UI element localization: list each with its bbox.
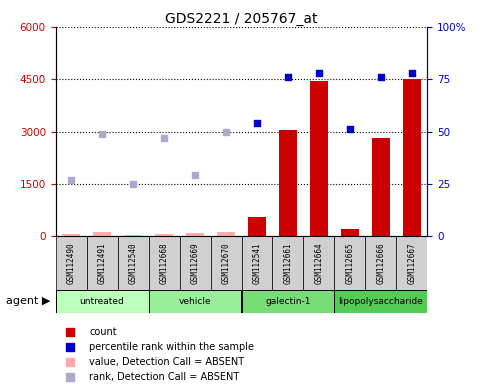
Text: count: count — [89, 326, 116, 337]
Text: galectin-1: galectin-1 — [265, 297, 311, 306]
Bar — [303, 236, 334, 290]
Point — [284, 74, 292, 80]
Bar — [248, 217, 266, 236]
Bar — [403, 79, 421, 236]
Text: GSM112670: GSM112670 — [222, 242, 230, 284]
Bar — [272, 236, 303, 290]
Point — [315, 70, 323, 76]
Bar — [149, 236, 180, 290]
Text: GSM112665: GSM112665 — [345, 242, 355, 284]
Point — [160, 135, 168, 141]
Point — [377, 74, 385, 80]
Bar — [310, 81, 328, 236]
Bar — [86, 236, 117, 290]
Point — [408, 70, 416, 76]
Bar — [397, 236, 427, 290]
Text: GSM112541: GSM112541 — [253, 242, 261, 284]
Point — [222, 128, 230, 135]
Point — [346, 126, 354, 132]
Point — [191, 172, 199, 179]
Text: GSM112540: GSM112540 — [128, 242, 138, 284]
Bar — [62, 234, 80, 236]
Text: GSM112666: GSM112666 — [376, 242, 385, 284]
Point — [373, 286, 381, 292]
Point — [129, 181, 137, 187]
Bar — [279, 130, 297, 236]
Text: GSM112664: GSM112664 — [314, 242, 324, 284]
Text: percentile rank within the sample: percentile rank within the sample — [89, 342, 254, 352]
Bar — [124, 235, 142, 236]
Text: GSM112668: GSM112668 — [159, 242, 169, 284]
Text: agent ▶: agent ▶ — [6, 296, 51, 306]
Bar — [93, 232, 112, 236]
Bar — [211, 236, 242, 290]
Bar — [242, 236, 272, 290]
Bar — [56, 290, 149, 313]
Point — [67, 177, 75, 183]
Bar — [149, 290, 242, 313]
Text: GSM112490: GSM112490 — [67, 242, 75, 284]
Bar — [155, 234, 173, 236]
Bar — [334, 236, 366, 290]
Bar — [372, 139, 390, 236]
Text: GSM112491: GSM112491 — [98, 242, 107, 284]
Bar — [366, 236, 397, 290]
Bar — [242, 290, 334, 313]
Bar — [186, 233, 204, 236]
Point — [373, 152, 381, 158]
Text: GSM112661: GSM112661 — [284, 242, 293, 284]
Text: untreated: untreated — [80, 297, 125, 306]
Bar — [180, 236, 211, 290]
Title: GDS2221 / 205767_at: GDS2221 / 205767_at — [165, 12, 318, 26]
Text: value, Detection Call = ABSENT: value, Detection Call = ABSENT — [89, 358, 244, 367]
Point — [253, 120, 261, 126]
Bar — [334, 290, 427, 313]
Text: vehicle: vehicle — [179, 297, 212, 306]
Point — [98, 131, 106, 137]
Text: GSM112669: GSM112669 — [190, 242, 199, 284]
Bar — [117, 236, 149, 290]
Text: rank, Detection Call = ABSENT: rank, Detection Call = ABSENT — [89, 372, 239, 382]
Bar — [56, 236, 86, 290]
Text: GSM112667: GSM112667 — [408, 242, 416, 284]
Bar — [341, 229, 359, 236]
Bar — [217, 232, 235, 236]
Text: lipopolysaccharide: lipopolysaccharide — [339, 297, 424, 306]
Point — [373, 12, 381, 18]
